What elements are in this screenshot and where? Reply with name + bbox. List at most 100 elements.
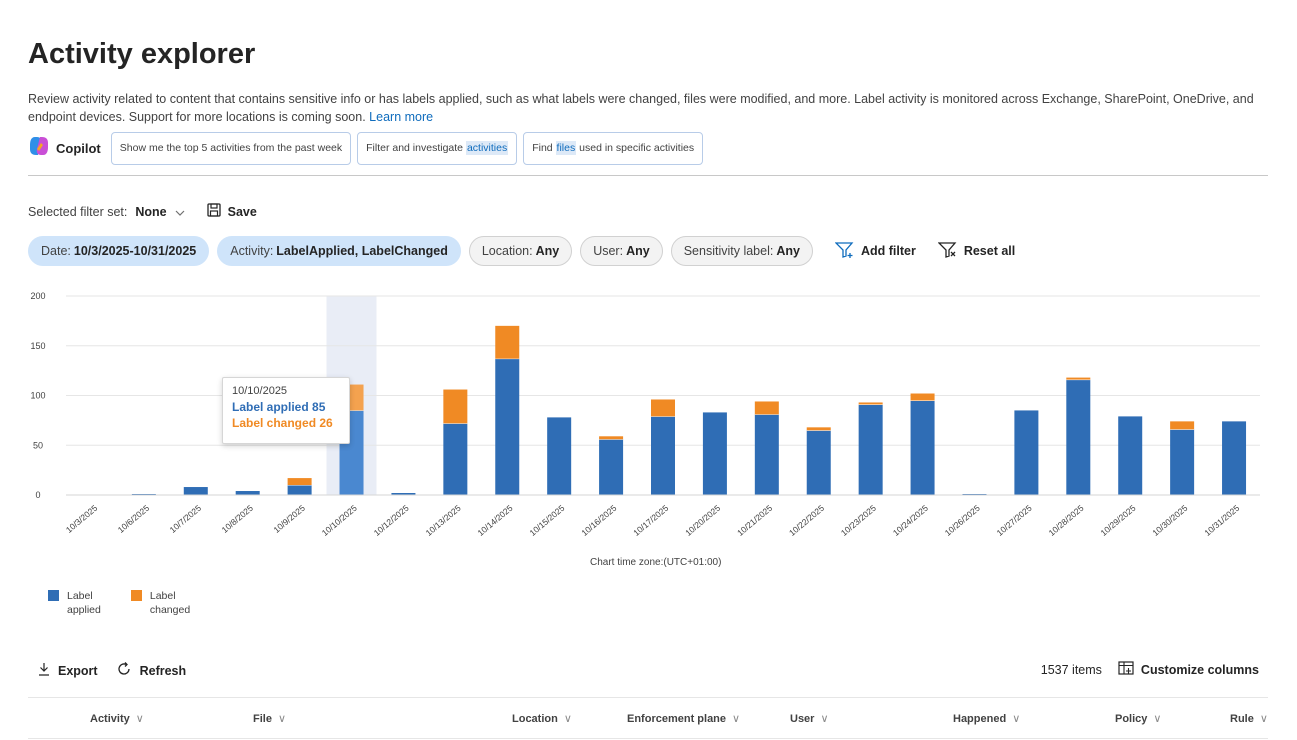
bar-label-applied: [183, 487, 208, 495]
copilot-prompt-top-activities[interactable]: Show me the top 5 activities from the pa…: [110, 131, 352, 165]
tooltip-label-changed: Label changed 26: [232, 416, 333, 430]
prompt-highlight: activities: [465, 141, 509, 155]
bar-label-applied: [235, 491, 260, 495]
bar-label-changed: [287, 478, 312, 486]
bar-label-changed: [806, 427, 831, 431]
filter-pill-sensitivity-label[interactable]: Sensitivity label: Any: [670, 236, 813, 266]
column-header-file[interactable]: File ∨: [253, 712, 287, 726]
customize-columns-label: Customize columns: [1140, 662, 1259, 677]
filter-add-icon: [834, 241, 855, 262]
section-divider: [28, 175, 1268, 176]
activity-chart: 0 50 100 150 200 10/3/2025 10/6/2025 10/7/2025 1…: [30, 291, 1260, 538]
legend-item-label-applied[interactable]: Label applied: [48, 589, 101, 617]
column-header-location[interactable]: Location ∨: [512, 712, 572, 726]
filter-key: Activity:: [230, 244, 274, 258]
bar-label-applied: [599, 439, 624, 495]
bar-label-changed: [651, 399, 675, 417]
y-tick-label: 100: [30, 391, 45, 401]
prompt-text: used in specific activities: [576, 142, 695, 154]
x-tick-label: 10/28/2025: [1047, 503, 1086, 538]
chevron-down-icon: ∨: [1259, 713, 1268, 725]
x-tick-label: 10/23/2025: [839, 503, 878, 538]
copilot-prompt-find-files[interactable]: Find files used in specific activities: [523, 131, 704, 165]
prompt-text: Find: [532, 142, 556, 154]
chart-legend: Label applied Label changed: [48, 589, 190, 617]
legend-item-label-changed[interactable]: Label changed: [130, 589, 190, 617]
bar-label-applied: [754, 414, 779, 495]
bar-label-applied: [806, 430, 831, 495]
bar-label-applied: [495, 358, 520, 495]
filter-key: Date:: [41, 244, 71, 258]
legend-swatch: [48, 590, 59, 601]
bar-label-applied: [651, 416, 675, 495]
x-tick-label: 10/13/2025: [424, 503, 463, 538]
filter-key: User:: [593, 244, 624, 258]
filter-pill-user[interactable]: User: Any: [580, 236, 663, 266]
filter-reset-icon: [937, 241, 958, 262]
page-description: Review activity related to content that …: [28, 90, 1263, 126]
bar-label-changed: [1066, 377, 1091, 380]
refresh-label: Refresh: [139, 663, 187, 678]
learn-more-link[interactable]: Learn more: [369, 110, 434, 124]
filters-row: Date: 10/3/2025-10/31/2025 Activity: Label…: [28, 236, 1015, 266]
chart-tooltip: 10/10/2025 Label applied 85 Label change…: [222, 377, 350, 444]
copilot-prompt-filter-activities[interactable]: Filter and investigate activities: [357, 131, 518, 165]
filter-set-dropdown[interactable]: None: [127, 205, 185, 219]
filter-set-row: Selected filter set: None Save: [28, 203, 257, 220]
filter-pill-location[interactable]: Location: Any: [468, 236, 573, 266]
save-label: Save: [227, 204, 257, 219]
x-tick-label: 10/8/2025: [220, 503, 256, 535]
x-tick-label: 10/3/2025: [64, 503, 100, 535]
filter-pill-activity[interactable]: Activity: LabelApplied, LabelChanged: [217, 236, 461, 266]
add-filter-button[interactable]: Add filter: [834, 241, 916, 262]
bar-label-changed: [495, 325, 520, 359]
bar-label-changed: [599, 436, 624, 440]
filter-value: Any: [626, 244, 650, 258]
bar-label-changed: [858, 402, 883, 405]
x-tick-label: 10/27/2025: [995, 503, 1034, 538]
column-header-user[interactable]: User ∨: [790, 712, 829, 726]
bar-label-applied: [391, 493, 416, 495]
column-header-policy[interactable]: Policy ∨: [1115, 712, 1162, 726]
filter-pill-date[interactable]: Date: 10/3/2025-10/31/2025: [28, 236, 210, 266]
filter-key: Sensitivity label:: [683, 244, 774, 258]
x-tick-label: 10/26/2025: [943, 503, 982, 538]
x-tick-label: 10/10/2025: [320, 503, 359, 538]
column-header-rule[interactable]: Rule ∨: [1230, 712, 1268, 726]
bar-label-changed: [754, 401, 779, 415]
y-tick-label: 150: [30, 341, 45, 351]
x-tick-label: 10/14/2025: [476, 503, 515, 538]
chart-timezone-label: Chart time zone:(UTC+01:00): [590, 557, 722, 568]
x-tick-label: 10/7/2025: [168, 503, 204, 535]
chevron-down-icon: ∨: [1012, 713, 1021, 725]
export-button[interactable]: Export: [38, 662, 98, 679]
bar-label-applied: [910, 400, 935, 495]
column-header-happened[interactable]: Happened ∨: [953, 712, 1021, 726]
chevron-down-icon: ∨: [563, 713, 572, 725]
refresh-button[interactable]: Refresh: [116, 661, 187, 680]
filter-key: Location:: [481, 244, 533, 258]
x-tick-label: 10/31/2025: [1202, 503, 1241, 538]
column-header-enforcement-plane[interactable]: Enforcement plane ∨: [627, 712, 741, 726]
add-filter-label: Add filter: [860, 244, 916, 258]
chevron-down-icon: ∨: [135, 713, 144, 725]
x-tick-label: 10/9/2025: [271, 503, 307, 535]
reset-all-button[interactable]: Reset all: [937, 241, 1015, 262]
chevron-down-icon: ∨: [1153, 713, 1162, 725]
customize-columns-button[interactable]: Customize columns: [1118, 661, 1259, 678]
x-tick-label: 10/16/2025: [579, 503, 618, 538]
save-icon: [206, 203, 221, 220]
bar-label-applied: [858, 404, 883, 495]
x-tick-label: 10/17/2025: [631, 503, 670, 538]
x-tick-label: 10/6/2025: [116, 503, 152, 535]
x-tick-label: 10/12/2025: [372, 503, 411, 538]
x-tick-label: 10/24/2025: [891, 503, 930, 538]
prompt-highlight: files: [555, 141, 577, 155]
bar-label-applied: [1014, 410, 1039, 495]
bar-label-applied: [443, 423, 468, 495]
tooltip-date: 10/10/2025: [232, 385, 288, 397]
copilot-brand: Copilot: [28, 135, 101, 162]
save-button[interactable]: Save: [206, 203, 257, 220]
tooltip-label-applied: Label applied 85: [232, 400, 326, 414]
column-header-activity[interactable]: Activity ∨: [90, 712, 144, 726]
